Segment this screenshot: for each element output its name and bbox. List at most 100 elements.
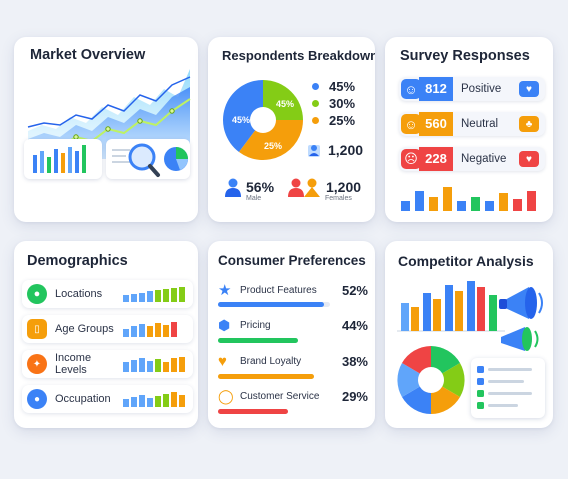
demo-label-age-groups: Age Groups	[55, 323, 114, 335]
smile-icon: ☺	[401, 79, 421, 99]
ring-icon: ◯	[218, 388, 234, 404]
market-overview-card: Market Overview	[14, 37, 198, 222]
survey-responses-card: Survey Responses ☺ 812 Positive ♥ ☺ 560 …	[385, 37, 553, 222]
survey-row-negative[interactable]: ☹ 228 Negative ♥	[399, 147, 545, 171]
analysis-graphic	[112, 143, 188, 177]
sad-face-icon: ☹	[401, 149, 421, 169]
male-icon	[225, 178, 241, 197]
competitor-bar-chart	[397, 281, 505, 332]
demo-label-locations: Locations	[55, 288, 103, 300]
demo-bars-occupation	[123, 392, 185, 407]
competitor-title: Competitor Analysis	[398, 253, 534, 269]
demo-label-income-levels: Income Levels	[55, 352, 92, 376]
survey-count-negative: 228	[419, 147, 453, 171]
legend-dot-orange	[312, 117, 319, 124]
pref-item-brand-loyalty: ♥ Brand Loyalty 38%	[218, 353, 368, 383]
pref-label-customer-service: Customer Service	[240, 391, 320, 402]
pref-fill-brand-loyalty	[218, 374, 314, 379]
legend-item-green: 30%	[312, 96, 355, 111]
survey-count-positive: 812	[419, 77, 453, 101]
star-icon: ★	[218, 282, 232, 299]
legend-value-blue: 45%	[329, 79, 356, 94]
pie-label-blue: 45%	[232, 115, 250, 125]
respondents-total-value: 1,200	[328, 142, 364, 158]
respondents-total: 1,200	[306, 141, 363, 159]
survey-row-neutral[interactable]: ☺ 560 Neutral ♣	[399, 112, 545, 136]
person-icon: ●	[27, 389, 47, 409]
legend-dot-blue	[312, 83, 319, 90]
male-stat: 56% Male	[224, 177, 274, 202]
female-total: 1,200	[326, 179, 362, 195]
pref-label-brand-loyalty: Brand Loyalty	[240, 356, 302, 367]
demo-item-occupation[interactable]: ● Occupation	[22, 385, 193, 413]
checklist-icon	[477, 366, 532, 409]
competitor-analysis-card: Competitor Analysis	[385, 241, 553, 428]
survey-label-positive: Positive	[461, 83, 502, 95]
respondents-card: Respondents Breakdown 45% 45% 25% 45% 30…	[208, 37, 375, 222]
respondents-pie-chart: 45% 45% 25%	[223, 80, 303, 160]
legend-value-orange: 25%	[329, 113, 356, 128]
pref-fill-product-features	[218, 302, 325, 307]
tag-icon: ⬢	[218, 317, 231, 333]
megaphone-icon	[499, 287, 543, 351]
shield-icon: ♥	[519, 81, 539, 97]
heart-icon: ♥	[218, 353, 227, 370]
male-pct: 56%	[246, 179, 275, 195]
pie-label-orange: 25%	[264, 141, 282, 151]
survey-count-neutral: 560	[419, 112, 453, 136]
mini-bar-chart	[33, 145, 86, 173]
pref-value-customer-service: 29%	[341, 389, 368, 404]
demo-bars-income-levels	[123, 357, 185, 372]
female-stat: 1,200 Females	[288, 177, 361, 202]
demo-bars-age-groups	[123, 322, 177, 337]
lightbulb-icon: ✦	[27, 354, 47, 374]
pref-fill-pricing	[218, 338, 298, 343]
pref-item-product-features: ★ Product Features 52%	[218, 281, 368, 311]
people-icon	[288, 178, 320, 197]
survey-title: Survey Responses	[400, 48, 530, 64]
demo-item-locations[interactable]: ● Locations	[22, 280, 193, 308]
survey-label-neutral: Neutral	[461, 118, 499, 130]
demo-label-occupation: Occupation	[55, 393, 111, 405]
pie-label-green: 45%	[276, 99, 294, 109]
magnifier-icon	[128, 143, 160, 177]
demographics-title: Demographics	[27, 253, 128, 269]
checklist-panel	[471, 358, 545, 418]
demo-bars-locations	[123, 287, 185, 302]
pref-track-brand-loyalty	[218, 374, 314, 379]
mini-pie-icon	[164, 147, 188, 171]
phone-icon: ▯	[27, 319, 47, 339]
consumer-preferences-card: Consumer Preferences ★ Product Features …	[208, 241, 375, 428]
person-badge-icon	[308, 145, 320, 157]
preferences-title: Consumer Preferences	[218, 253, 366, 268]
male-label: Male	[246, 195, 262, 202]
neutral-face-icon: ☺	[401, 114, 421, 134]
pref-item-customer-service: ◯ Customer Service 29%	[218, 388, 368, 418]
pref-value-brand-loyalty: 38%	[341, 354, 368, 369]
survey-label-negative: Negative	[461, 153, 507, 165]
survey-bar-chart	[401, 187, 536, 211]
competitor-donut-chart	[397, 346, 465, 414]
pref-track-pricing	[218, 338, 298, 343]
legend-item-blue: 45%	[312, 79, 355, 94]
pref-track-customer-service	[218, 409, 288, 414]
market-overview-title: Market Overview	[30, 47, 146, 63]
analysis-panel	[106, 139, 190, 179]
heart-icon: ♥	[519, 151, 539, 167]
female-label: Females	[325, 195, 352, 202]
mini-bar-panel	[24, 139, 102, 179]
thumbs-icon: ♣	[519, 116, 539, 132]
pref-fill-customer-service	[218, 409, 288, 414]
survey-row-positive[interactable]: ☺ 812 Positive ♥	[399, 77, 545, 101]
location-pin-icon: ●	[27, 284, 47, 304]
pref-track-product-features	[218, 302, 330, 307]
pref-value-product-features: 52%	[341, 282, 368, 298]
respondents-title: Respondents Breakdown	[222, 48, 375, 63]
demo-item-age-groups[interactable]: ▯ Age Groups	[22, 315, 193, 343]
demo-item-income-levels[interactable]: ✦ Income Levels	[22, 350, 193, 378]
pref-value-pricing: 44%	[341, 318, 368, 333]
pref-item-pricing: ⬢ Pricing 44%	[218, 317, 368, 347]
legend-item-orange: 25%	[312, 113, 355, 128]
legend-dot-green	[312, 100, 319, 107]
legend-value-green: 30%	[329, 96, 356, 111]
